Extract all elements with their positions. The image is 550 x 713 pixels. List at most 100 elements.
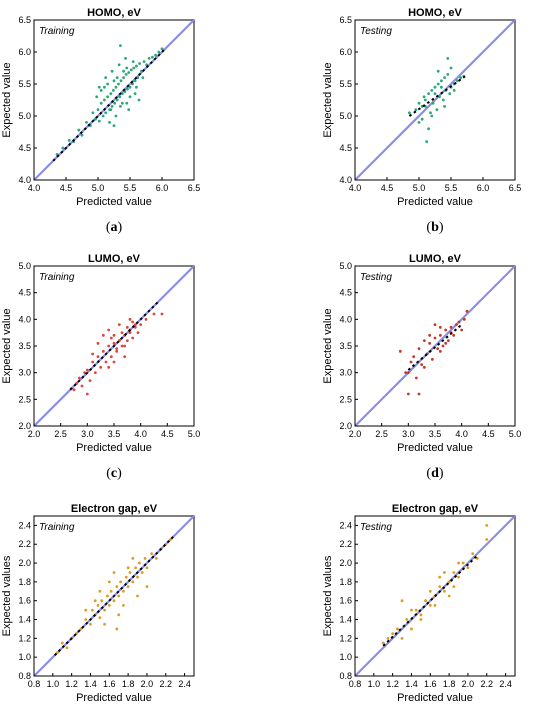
panel-letter-close: ) xyxy=(117,466,122,481)
data-point xyxy=(128,95,132,99)
data-point xyxy=(465,309,469,313)
data-point xyxy=(443,571,446,574)
data-point xyxy=(101,349,105,353)
x-tick-label: 5.5 xyxy=(445,183,458,193)
y-tick-label: 6.0 xyxy=(339,47,352,57)
data-point xyxy=(140,571,144,574)
data-point xyxy=(134,566,138,570)
data-point xyxy=(160,312,164,316)
data-point xyxy=(117,82,120,86)
data-point xyxy=(462,317,466,321)
data-point xyxy=(115,98,119,102)
panel-annotation: Testing xyxy=(360,522,392,533)
data-point xyxy=(95,95,99,99)
data-point xyxy=(446,339,450,343)
panel-letter-open: ( xyxy=(426,466,431,481)
data-point xyxy=(145,566,149,570)
data-point xyxy=(422,95,426,99)
data-point xyxy=(112,79,116,83)
data-point xyxy=(85,392,89,396)
data-point xyxy=(441,98,445,102)
data-point xyxy=(115,76,119,79)
x-tick-label: 6.0 xyxy=(156,183,169,193)
panel-annotation: Training xyxy=(39,26,75,37)
data-point xyxy=(109,355,113,359)
data-point xyxy=(438,333,442,337)
data-point xyxy=(126,87,129,91)
panel-letter-char: c xyxy=(111,466,117,481)
y-tick-label: 2.0 xyxy=(339,558,352,568)
x-tick-label: 3.5 xyxy=(108,429,121,439)
data-point xyxy=(452,333,456,337)
data-point xyxy=(147,57,151,60)
data-point xyxy=(65,646,69,650)
data-point xyxy=(400,599,404,603)
data-point xyxy=(107,328,111,332)
data-point xyxy=(99,89,103,92)
y-tick-label: 2.2 xyxy=(18,539,31,549)
data-point xyxy=(422,365,426,369)
y-tick-label: 4.5 xyxy=(18,143,31,153)
data-point xyxy=(150,552,154,556)
data-point xyxy=(410,608,413,612)
x-tick-label: 3.0 xyxy=(402,429,415,439)
data-point xyxy=(144,317,148,321)
data-points xyxy=(56,538,172,654)
data-point xyxy=(457,575,460,579)
data-point xyxy=(104,76,108,79)
panel-letter: (c) xyxy=(106,466,122,481)
x-tick-label: 6.5 xyxy=(509,183,522,193)
data-point xyxy=(424,98,427,102)
data-point xyxy=(128,85,132,89)
data-point xyxy=(112,571,116,574)
panel-title: HOMO, eV xyxy=(87,7,141,19)
fit-line xyxy=(52,48,166,162)
data-point xyxy=(120,92,124,95)
data-point xyxy=(112,341,116,345)
data-point xyxy=(103,85,106,89)
data-point xyxy=(117,594,121,598)
data-point xyxy=(419,613,423,617)
data-points xyxy=(69,312,164,396)
data-point xyxy=(119,105,122,108)
y-tick-label: 6.5 xyxy=(18,15,31,25)
data-point xyxy=(428,341,432,345)
data-point xyxy=(438,585,442,588)
data-point xyxy=(447,580,451,584)
data-point xyxy=(128,317,132,321)
x-tick-label: 3.0 xyxy=(81,429,94,439)
y-tick-label: 3.0 xyxy=(18,368,31,378)
panel-a: HOMO, eV 4.0 4.5 5.0 5.5 6.0 6.5 4.0 4.5 5.0 5.5 6.… xyxy=(1,7,200,235)
data-point xyxy=(443,105,446,108)
data-point xyxy=(126,566,130,570)
data-point xyxy=(106,594,109,598)
data-point xyxy=(127,108,131,111)
data-point xyxy=(131,60,135,63)
x-tick-label: 1.0 xyxy=(368,679,381,689)
data-point xyxy=(142,60,146,63)
y-axis-label: Expected value xyxy=(322,62,334,137)
data-point xyxy=(100,599,104,603)
y-tick-label: 1.4 xyxy=(18,615,31,625)
x-tick-label: 4.0 xyxy=(349,183,362,193)
data-point xyxy=(410,627,413,631)
data-point xyxy=(112,333,116,337)
data-point xyxy=(440,85,443,89)
panel-letter-open: ( xyxy=(106,466,111,481)
data-point xyxy=(131,556,135,560)
data-point xyxy=(408,111,411,115)
data-point xyxy=(422,339,426,343)
data-point xyxy=(414,608,418,612)
data-point xyxy=(444,328,448,332)
panel-letter: (a) xyxy=(106,220,123,235)
x-axis-label: Predicted value xyxy=(76,442,152,454)
y-tick-label: 1.0 xyxy=(339,652,352,662)
data-point xyxy=(409,360,413,364)
data-point xyxy=(103,622,106,626)
data-point xyxy=(446,57,450,60)
data-point xyxy=(459,76,462,79)
data-point xyxy=(443,76,446,79)
data-point xyxy=(151,55,154,59)
x-axis-label: Predicted value xyxy=(76,692,152,704)
